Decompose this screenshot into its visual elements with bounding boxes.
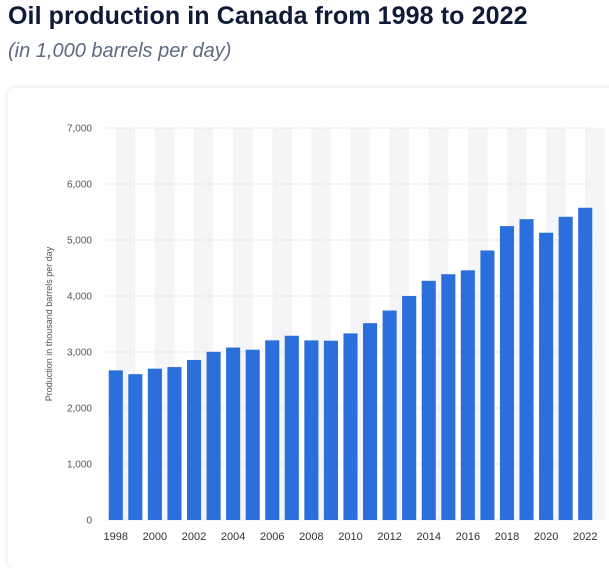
x-tick-label: 2022 <box>573 531 597 543</box>
bar-2001[interactable] <box>167 367 182 520</box>
y-tick-label: 7,000 <box>67 124 92 135</box>
bar-2005[interactable] <box>245 349 260 520</box>
y-tick-label: 0 <box>86 516 92 527</box>
x-tick-label: 2018 <box>495 531 519 543</box>
bar-2002[interactable] <box>186 359 202 520</box>
bar-2010[interactable] <box>343 333 358 520</box>
chart-title: Oil production in Canada from 1998 to 20… <box>8 2 528 30</box>
bar-2007[interactable] <box>284 335 299 520</box>
x-tick-label: 2004 <box>221 531 245 543</box>
bar-1999[interactable] <box>128 374 143 520</box>
x-tick-label: 2010 <box>338 531 362 543</box>
y-axis-labels: 0 1,000 2,000 3,000 4,000 5,000 6,000 7,000 <box>67 124 92 527</box>
bar-2011[interactable] <box>363 323 378 520</box>
bar-2014[interactable] <box>421 280 436 520</box>
x-tick-label: 2008 <box>299 531 323 543</box>
y-tick-label: 5,000 <box>67 236 92 247</box>
bar-chart: 0 1,000 2,000 3,000 4,000 5,000 6,000 7,000 199… <box>44 123 598 543</box>
bar-2021[interactable] <box>558 216 573 520</box>
bar-2019[interactable] <box>519 219 534 520</box>
bar-2018[interactable] <box>499 226 515 520</box>
bars <box>108 207 593 521</box>
bar-2020[interactable] <box>539 232 554 520</box>
bar-2000[interactable] <box>147 368 162 520</box>
y-tick-label: 4,000 <box>67 292 92 303</box>
bar-1998[interactable] <box>108 370 123 520</box>
x-tick-label: 2012 <box>377 531 401 543</box>
x-tick-label: 2016 <box>456 531 480 543</box>
x-tick-label: 2000 <box>143 531 167 543</box>
x-tick-label: 1998 <box>104 531 128 543</box>
bar-2006[interactable] <box>265 340 280 520</box>
bar-2003[interactable] <box>206 351 221 520</box>
y-tick-label: 6,000 <box>67 180 92 191</box>
y-tick-label: 1,000 <box>67 460 92 471</box>
bar-2015[interactable] <box>441 274 456 520</box>
bar-2013[interactable] <box>402 296 417 520</box>
bar-2012[interactable] <box>382 310 397 520</box>
y-tick-label: 2,000 <box>67 404 92 415</box>
bar-2009[interactable] <box>323 340 338 520</box>
x-tick-label: 2006 <box>260 531 284 543</box>
x-tick-label: 2014 <box>416 531 440 543</box>
chart-subtitle: (in 1,000 barrels per day) <box>8 40 232 62</box>
bar-2004[interactable] <box>226 347 241 520</box>
y-axis-title: Production in thousand barrels per day <box>44 246 54 401</box>
x-tick-label: 2002 <box>182 531 206 543</box>
x-axis-labels: 1998 2000 2002 2004 2006 2008 2010 2012 2014 2016… <box>104 531 598 543</box>
bar-2022[interactable] <box>578 207 593 520</box>
bar-2016[interactable] <box>460 270 475 520</box>
x-tick-label: 2020 <box>534 531 558 543</box>
y-tick-label: 3,000 <box>67 348 92 359</box>
bar-2017[interactable] <box>480 250 495 521</box>
bar-2008[interactable] <box>304 340 319 520</box>
